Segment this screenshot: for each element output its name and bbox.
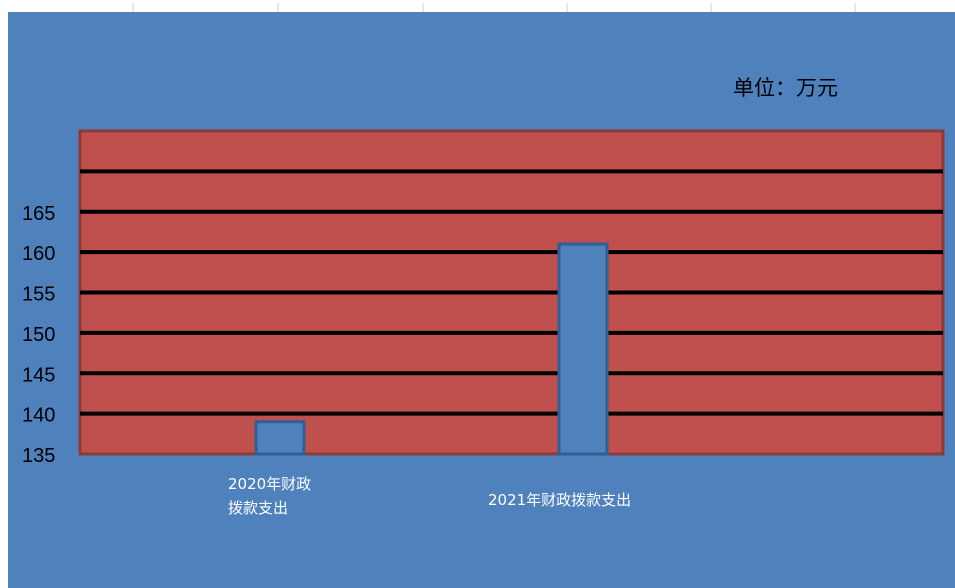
unit-label: 单位：万元 <box>733 76 838 100</box>
y-tick-label: 145 <box>22 364 55 386</box>
y-tick-label: 155 <box>22 284 55 306</box>
y-tick-label: 150 <box>22 324 55 346</box>
y-tick-label: 160 <box>22 243 55 265</box>
y-tick-label: 140 <box>22 405 55 427</box>
y-tick-label: 135 <box>22 445 55 467</box>
bar <box>557 242 609 456</box>
x-category-label: 2020年财政 拨款支出 <box>228 475 312 517</box>
bar <box>254 420 306 456</box>
x-category-label: 2021年财政拨款支出 <box>488 491 632 509</box>
y-tick-label: 165 <box>22 203 55 225</box>
